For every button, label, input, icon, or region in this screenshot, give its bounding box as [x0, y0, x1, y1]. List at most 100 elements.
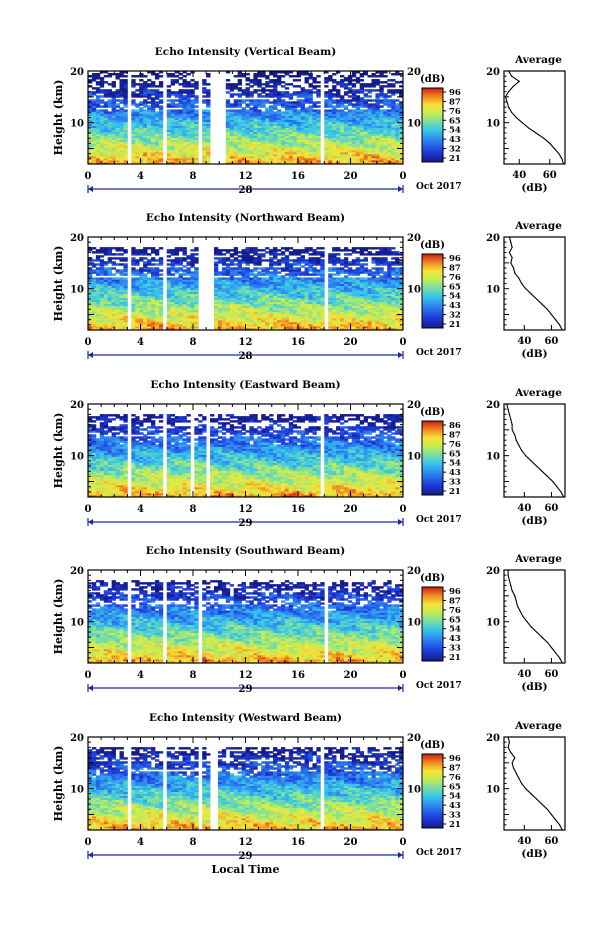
heatmap-cell: [284, 279, 290, 282]
heatmap-cell: [245, 93, 250, 96]
heatmap-cell: [245, 149, 250, 153]
heatmap-cell: [99, 311, 105, 315]
heatmap-cell: [147, 325, 152, 329]
heatmap-cell: [304, 77, 309, 80]
heatmap-cell: [143, 113, 148, 116]
heatmap-cell: [119, 89, 124, 92]
heatmap-cell: [375, 83, 380, 86]
colorbar-swatch: [422, 137, 443, 141]
heatmap-cell: [387, 277, 392, 280]
heatmap-cell: [143, 81, 148, 84]
heatmap-cell: [151, 81, 156, 84]
heatmap-cell: [367, 137, 372, 141]
heatmap-cell: [379, 323, 384, 327]
heatmap-cell: [391, 91, 396, 94]
heatmap-cell: [123, 135, 128, 139]
heatmap-cell: [336, 321, 341, 325]
heatmap-cell: [387, 285, 392, 288]
heatmap-cell: [229, 127, 235, 131]
heatmap-cell: [111, 147, 116, 151]
heatmap-cell: [233, 139, 239, 143]
heatmap-cell: [371, 83, 376, 86]
heatmap-cell: [103, 119, 109, 122]
heatmap-cell: [233, 93, 239, 96]
heatmap-cell: [88, 119, 93, 122]
heatmap-cell: [288, 275, 294, 278]
heatmap-cell: [143, 117, 148, 120]
heatmap-cell: [399, 309, 404, 313]
heatmap-cell: [379, 303, 384, 307]
heatmap-cell: [340, 285, 345, 288]
heatmap-cell: [292, 123, 298, 126]
heatmap-cell: [91, 305, 97, 309]
heatmap-cell: [273, 111, 278, 114]
heatmap-cell: [190, 279, 195, 282]
heatmap-cell: [387, 287, 392, 290]
heatmap-cell: [284, 147, 290, 151]
heatmap-cell: [139, 75, 144, 78]
heatmap-cell: [363, 143, 368, 147]
heatmap-cell: [91, 129, 97, 133]
heatmap-cell: [265, 327, 270, 331]
heatmap-cell: [194, 275, 199, 278]
heatmap-cell: [387, 133, 392, 137]
heatmap-cell: [312, 77, 317, 80]
heatmap-cell: [170, 127, 176, 131]
heatmap-cell: [288, 281, 294, 284]
heatmap-cell: [139, 91, 144, 94]
heatmap-cell: [194, 307, 199, 311]
heatmap-cell: [355, 291, 361, 295]
heatmap-cell: [115, 105, 120, 108]
heatmap-cell: [245, 291, 250, 295]
heatmap-cell: [99, 131, 105, 135]
heatmap-cell: [99, 151, 105, 155]
heatmap-cell: [111, 295, 116, 299]
heatmap-cell: [336, 327, 341, 331]
heatmap-cell: [91, 159, 97, 163]
heatmap-cell: [186, 93, 191, 96]
heatmap-cell: [135, 307, 140, 311]
heatmap-cell: [343, 155, 349, 159]
heatmap-cell: [170, 79, 176, 82]
heatmap-cell: [312, 307, 317, 311]
heatmap-cell: [249, 307, 254, 311]
heatmap-cell: [269, 113, 274, 116]
heatmap-cell: [229, 299, 235, 303]
heatmap-cell: [296, 289, 302, 292]
heatmap-cell: [225, 303, 231, 307]
heatmap-cell: [277, 75, 282, 78]
heatmap-cell: [300, 147, 305, 151]
heatmap-cell: [312, 321, 317, 325]
heatmap-cell: [269, 295, 274, 299]
heatmap-cell: [131, 137, 136, 141]
heatmap-cell: [135, 317, 140, 321]
heatmap-cell: [343, 287, 349, 290]
heatmap-cell: [237, 125, 242, 129]
heatmap-cell: [119, 125, 124, 129]
heatmap-cell: [304, 281, 309, 284]
heatmap-cell: [371, 147, 376, 151]
heatmap-cell: [147, 299, 152, 303]
heatmap-cell: [151, 153, 156, 157]
heatmap-cell: [395, 119, 400, 122]
heatmap-cell: [158, 115, 164, 118]
heatmap-cell: [312, 317, 317, 321]
heatmap-cell: [186, 283, 191, 286]
heatmap-cell: [245, 89, 250, 92]
heatmap-cell: [135, 127, 140, 131]
heatmap-cell: [119, 85, 124, 88]
heatmap-cell: [312, 159, 317, 163]
heatmap-cell: [391, 283, 396, 286]
heatmap-cell: [135, 123, 140, 126]
heatmap-cell: [300, 323, 305, 327]
heatmap-cell: [371, 293, 376, 297]
heatmap-cell: [273, 291, 278, 295]
heatmap-cell: [225, 161, 231, 165]
heatmap-cell: [249, 161, 254, 165]
heatmap-cell: [332, 121, 337, 124]
heatmap-cell: [300, 303, 305, 307]
heatmap-cell: [154, 295, 160, 299]
heatmap-cell: [229, 273, 235, 276]
heatmap-cell: [233, 143, 239, 147]
heatmap-cell: [186, 133, 191, 137]
